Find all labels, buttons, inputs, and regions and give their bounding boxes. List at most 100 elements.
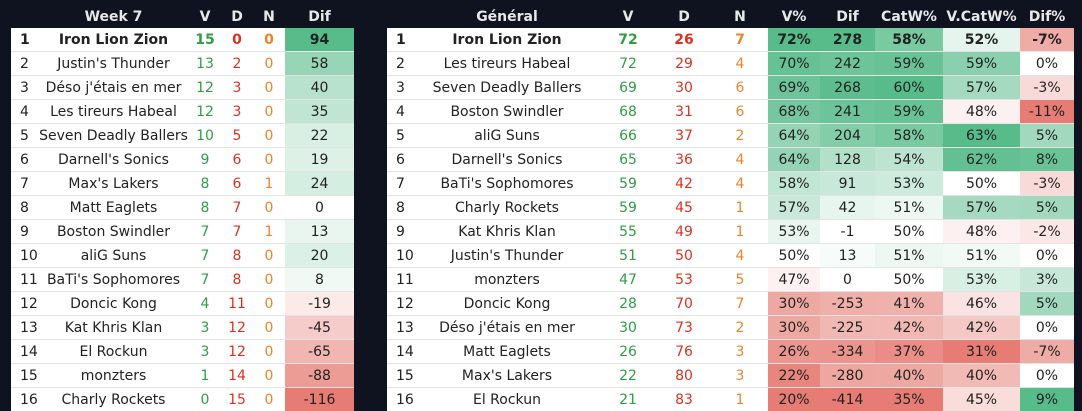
general-vcatw-cell: 31%	[943, 339, 1020, 364]
general-table-row: 4 Boston Swindler 68 31 6 68% 241 59% 48% -11%	[387, 99, 1074, 124]
general-dif-cell: -225	[820, 315, 875, 340]
weekly-team-cell: Charly Rockets	[38, 387, 189, 411]
weekly-losses-cell: 8	[221, 243, 253, 268]
general-losses-cell: 30	[656, 75, 712, 100]
weekly-header-dif: Dif	[285, 5, 354, 28]
weekly-wins-cell: 3	[189, 339, 221, 364]
weekly-wins-cell: 8	[189, 171, 221, 196]
general-wins-cell: 51	[600, 243, 656, 268]
general-vcatw-cell: 62%	[943, 147, 1020, 172]
general-difpct-cell: -3%	[1020, 75, 1074, 100]
general-team-cell: BaTi's Sophomores	[414, 171, 600, 196]
weekly-wins-cell: 8	[189, 195, 221, 220]
weekly-table-row: 4 Les tireurs Habeal 12 3 0 35	[11, 99, 354, 124]
general-table-row: 15 Max's Lakers 22 80 3 22% -280 40% 40% 0%	[387, 363, 1074, 388]
weekly-losses-cell: 6	[221, 171, 253, 196]
weekly-dif-cell: 35	[285, 99, 354, 124]
general-header-team: Général	[414, 5, 600, 28]
general-wins-cell: 72	[600, 28, 656, 52]
general-rank-cell: 3	[387, 75, 414, 100]
general-vpct-cell: 53%	[768, 219, 820, 244]
general-wins-cell: 72	[600, 51, 656, 76]
general-dif-cell: -253	[820, 291, 875, 316]
general-header-vcatw: V.CatW%	[943, 5, 1020, 28]
general-table-row: 1 Iron Lion Zion 72 26 7 72% 278 58% 52% -7%	[387, 28, 1074, 52]
weekly-losses-cell: 12	[221, 339, 253, 364]
general-vcatw-cell: 48%	[943, 99, 1020, 124]
general-catw-cell: 50%	[875, 219, 943, 244]
general-catw-cell: 54%	[875, 147, 943, 172]
general-header-catw: CatW%	[875, 5, 943, 28]
general-team-cell: Justin's Thunder	[414, 243, 600, 268]
weekly-wins-cell: 9	[189, 147, 221, 172]
general-vpct-cell: 70%	[768, 51, 820, 76]
weekly-team-cell: Matt Eaglets	[38, 195, 189, 220]
general-catw-cell: 42%	[875, 315, 943, 340]
weekly-draws-cell: 0	[253, 99, 285, 124]
general-draws-cell: 6	[712, 99, 768, 124]
general-difpct-cell: 3%	[1020, 267, 1074, 292]
general-team-cell: monzters	[414, 267, 600, 292]
general-table-row: 7 BaTi's Sophomores 59 42 4 58% 91 53% 50% -3%	[387, 171, 1074, 196]
general-losses-cell: 70	[656, 291, 712, 316]
general-losses-cell: 29	[656, 51, 712, 76]
weekly-losses-cell: 8	[221, 267, 253, 292]
general-table-row: 10 Justin's Thunder 51 50 4 50% 13 51% 51% 0%	[387, 243, 1074, 268]
general-wins-cell: 22	[600, 363, 656, 388]
weekly-team-cell: monzters	[38, 363, 189, 388]
general-difpct-cell: 0%	[1020, 315, 1074, 340]
general-losses-cell: 73	[656, 315, 712, 340]
weekly-dif-cell: -116	[285, 387, 354, 411]
weekly-rank-cell: 10	[11, 243, 38, 268]
weekly-losses-cell: 14	[221, 363, 253, 388]
general-draws-cell: 4	[712, 243, 768, 268]
weekly-header-n: N	[253, 5, 285, 28]
general-losses-cell: 50	[656, 243, 712, 268]
general-vpct-cell: 20%	[768, 387, 820, 411]
weekly-rank-cell: 11	[11, 267, 38, 292]
general-table-row: 9 Kat Khris Klan 55 49 1 53% -1 50% 48% -2%	[387, 219, 1074, 244]
general-rank-cell: 9	[387, 219, 414, 244]
general-wins-cell: 30	[600, 315, 656, 340]
general-vpct-cell: 26%	[768, 339, 820, 364]
weekly-team-cell: BaTi's Sophomores	[38, 267, 189, 292]
weekly-losses-cell: 7	[221, 195, 253, 220]
general-difpct-cell: 5%	[1020, 291, 1074, 316]
general-dif-cell: 241	[820, 99, 875, 124]
general-vcatw-cell: 63%	[943, 123, 1020, 148]
weekly-team-cell: Les tireurs Habeal	[38, 99, 189, 124]
general-vcatw-cell: 40%	[943, 363, 1020, 388]
general-rank-cell: 5	[387, 123, 414, 148]
weekly-rank-cell: 5	[11, 123, 38, 148]
general-vcatw-cell: 45%	[943, 387, 1020, 411]
general-losses-cell: 31	[656, 99, 712, 124]
general-rank-cell: 11	[387, 267, 414, 292]
general-vcatw-cell: 57%	[943, 195, 1020, 220]
general-difpct-cell: -2%	[1020, 219, 1074, 244]
general-difpct-cell: 8%	[1020, 147, 1074, 172]
general-difpct-cell: 5%	[1020, 195, 1074, 220]
general-wins-cell: 47	[600, 267, 656, 292]
general-wins-cell: 26	[600, 339, 656, 364]
general-dif-cell: -334	[820, 339, 875, 364]
general-wins-cell: 55	[600, 219, 656, 244]
general-draws-cell: 4	[712, 51, 768, 76]
weekly-wins-cell: 7	[189, 267, 221, 292]
general-rank-cell: 10	[387, 243, 414, 268]
general-vpct-cell: 69%	[768, 75, 820, 100]
general-team-cell: Kat Khris Klan	[414, 219, 600, 244]
weekly-team-cell: Iron Lion Zion	[38, 28, 189, 52]
general-rank-cell: 2	[387, 51, 414, 76]
weekly-rank-cell: 12	[11, 291, 38, 316]
general-draws-cell: 2	[712, 315, 768, 340]
general-rank-cell: 8	[387, 195, 414, 220]
weekly-draws-cell: 1	[253, 171, 285, 196]
general-rank-cell: 4	[387, 99, 414, 124]
general-catw-cell: 37%	[875, 339, 943, 364]
general-draws-cell: 1	[712, 387, 768, 411]
general-catw-cell: 40%	[875, 363, 943, 388]
general-draws-cell: 1	[712, 219, 768, 244]
general-dif-cell: 268	[820, 75, 875, 100]
general-vcatw-cell: 52%	[943, 28, 1020, 52]
weekly-dif-cell: 19	[285, 147, 354, 172]
